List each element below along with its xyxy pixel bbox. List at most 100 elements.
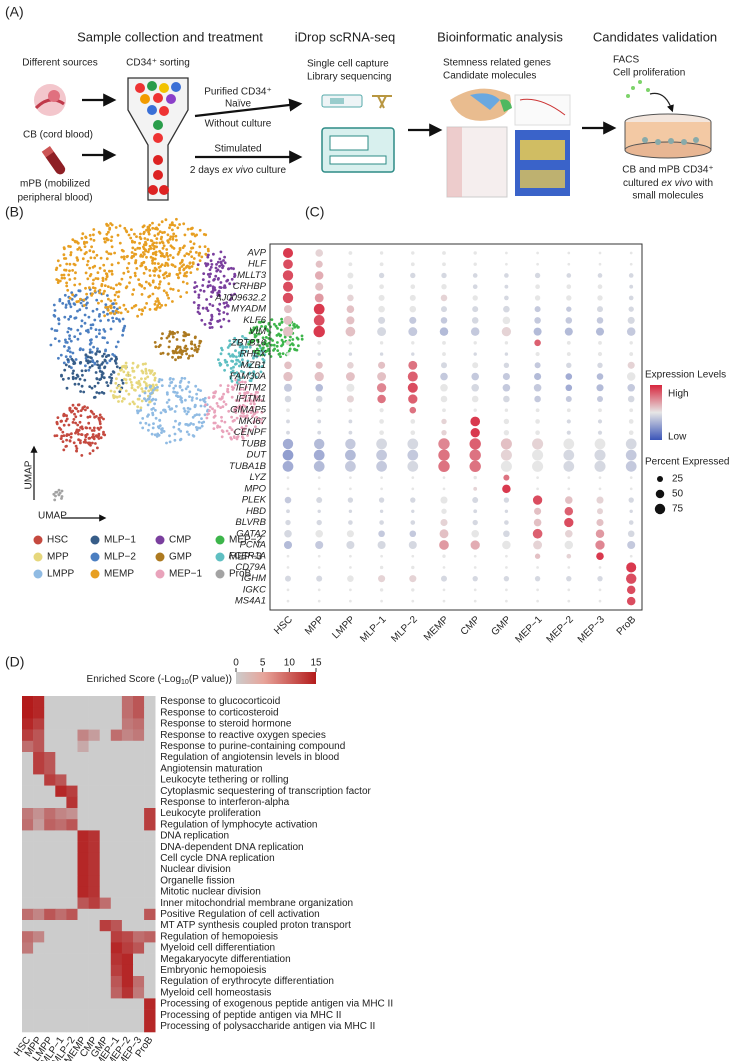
- umap-point: [233, 372, 237, 375]
- dot: [503, 362, 510, 368]
- heatmap-cell: [55, 886, 67, 898]
- umap-point: [240, 409, 244, 413]
- umap-point: [143, 253, 146, 256]
- umap-point: [260, 421, 264, 425]
- umap-point: [88, 348, 92, 352]
- umap-point: [174, 384, 178, 388]
- dot: [470, 416, 481, 427]
- umap-point: [166, 293, 169, 297]
- cord-blood-icon: [34, 84, 66, 116]
- umap-point: [112, 306, 116, 309]
- umap-point: [248, 379, 252, 382]
- umap-point: [202, 289, 206, 293]
- umap-point: [154, 307, 158, 311]
- umap-point: [209, 265, 213, 269]
- umap-point: [255, 354, 258, 357]
- dot: [598, 588, 602, 592]
- umap-point: [89, 326, 93, 330]
- legend-label: MLP−2: [104, 552, 136, 563]
- umap-point: [234, 349, 237, 353]
- heatmap-cell: [110, 987, 123, 999]
- heatmap-cell: [44, 819, 56, 831]
- x-tick-label: MEP−3: [576, 614, 607, 645]
- legend-label: 75: [672, 504, 684, 515]
- color-bar: [236, 672, 316, 684]
- dot: [347, 294, 354, 302]
- dot: [596, 373, 604, 380]
- umap-point: [68, 347, 71, 350]
- umap-cluster: [52, 488, 64, 502]
- umap-point: [194, 251, 198, 254]
- dot: [376, 461, 387, 472]
- umap-point: [251, 339, 255, 343]
- dot: [283, 371, 293, 382]
- dot: [345, 449, 356, 461]
- dot: [597, 284, 603, 290]
- umap-point: [53, 434, 57, 438]
- heatmap-cell: [33, 852, 45, 865]
- heatmap-cell: [110, 976, 123, 988]
- umap-point: [243, 395, 247, 399]
- dot: [346, 540, 355, 550]
- umap-point: [190, 340, 194, 344]
- umap-point: [238, 380, 242, 384]
- heatmap-cell: [133, 998, 145, 1010]
- umap-point: [63, 247, 66, 251]
- umap-point: [71, 403, 75, 407]
- dot: [505, 262, 508, 266]
- gene-label: TUBB: [241, 438, 267, 449]
- dot: [596, 496, 604, 504]
- umap-point: [233, 336, 237, 340]
- umap-point: [88, 286, 91, 290]
- umap-point: [261, 357, 265, 361]
- heatmap-cell: [144, 718, 156, 730]
- umap-point: [239, 388, 243, 391]
- umap-point: [150, 432, 154, 436]
- umap-point: [179, 437, 183, 441]
- text: culture: [253, 165, 286, 176]
- umap-point: [80, 433, 83, 436]
- text: CB and mPB CD34⁺: [622, 165, 713, 176]
- umap-point: [225, 429, 229, 433]
- dot: [627, 316, 635, 324]
- umap-point: [178, 381, 182, 384]
- umap-point: [143, 391, 147, 395]
- umap-point: [124, 361, 128, 365]
- umap-point: [67, 377, 70, 380]
- dot: [596, 518, 604, 527]
- heatmap-cell: [44, 1009, 56, 1022]
- umap-point: [98, 350, 101, 354]
- heatmap-cell: [77, 1009, 89, 1022]
- heatmap-cell: [44, 696, 56, 708]
- heatmap-cell: [33, 796, 45, 809]
- umap-point: [193, 286, 196, 289]
- heatmap-cell: [99, 852, 112, 865]
- umap-point: [60, 276, 64, 280]
- dot: [439, 327, 449, 336]
- umap-point: [199, 398, 202, 402]
- dot: [471, 529, 479, 538]
- dot: [597, 351, 603, 357]
- heatmap-cell: [44, 707, 56, 719]
- legend-label: MEMP: [104, 569, 134, 580]
- heatmap-cell: [33, 886, 45, 898]
- umap-point: [93, 415, 96, 419]
- row-label: Response to steroid hormone: [160, 719, 292, 730]
- legend-label: GMP: [169, 552, 192, 563]
- umap-point: [216, 260, 220, 264]
- dot: [379, 341, 384, 345]
- umap-point: [85, 292, 88, 296]
- umap-point: [89, 341, 93, 345]
- umap-point: [115, 377, 118, 381]
- dot: [378, 294, 385, 301]
- umap-point: [114, 355, 118, 359]
- umap-point: [183, 254, 187, 258]
- umap-point: [281, 340, 285, 344]
- dot: [317, 352, 321, 356]
- umap-point: [167, 296, 171, 300]
- dot: [565, 395, 572, 402]
- umap-point: [74, 421, 77, 425]
- umap-point: [151, 426, 155, 430]
- umap-point: [69, 251, 73, 254]
- umap-point: [194, 335, 197, 339]
